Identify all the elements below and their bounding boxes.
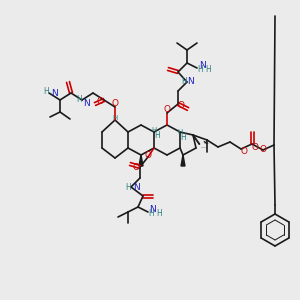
Polygon shape (139, 155, 143, 166)
Text: H: H (177, 129, 183, 135)
Text: H: H (148, 208, 154, 217)
Polygon shape (181, 155, 185, 166)
Text: N: N (150, 206, 156, 214)
Text: O: O (251, 142, 259, 152)
Text: N: N (199, 61, 206, 70)
Text: O: O (112, 100, 118, 109)
Text: H: H (112, 115, 118, 121)
Text: H: H (205, 64, 211, 74)
Text: H: H (152, 127, 157, 133)
Text: O: O (260, 146, 266, 154)
Text: H: H (197, 64, 203, 74)
Text: N: N (133, 184, 140, 193)
Text: O: O (178, 100, 184, 109)
Text: H: H (180, 134, 186, 142)
Text: H: H (181, 77, 187, 86)
Text: N: N (84, 98, 90, 107)
Text: H: H (43, 88, 49, 97)
Text: O: O (164, 106, 170, 115)
Text: H: H (154, 131, 160, 140)
Text: O: O (133, 163, 140, 172)
Text: H: H (156, 208, 162, 217)
Text: ...: ... (200, 145, 206, 149)
Text: O: O (97, 97, 104, 106)
Text: ...: ... (203, 140, 209, 146)
Text: H: H (125, 184, 131, 193)
Text: O: O (145, 151, 152, 160)
Text: H: H (76, 95, 82, 104)
Text: N: N (51, 89, 57, 98)
Text: N: N (188, 77, 194, 86)
Text: O: O (241, 146, 248, 155)
